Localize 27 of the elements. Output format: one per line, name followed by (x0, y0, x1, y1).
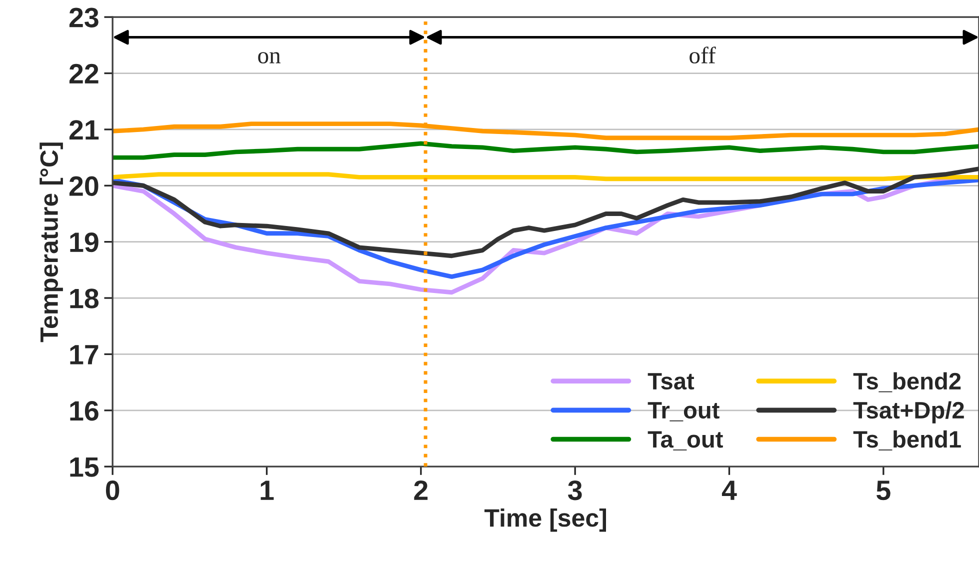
x-tick-label: 1 (260, 480, 274, 500)
x-tick-label: 3 (568, 480, 582, 500)
y-tick-label: 16 (70, 401, 98, 421)
x-axis-title: Time [sec] (484, 508, 606, 532)
line-series (112, 141, 979, 160)
legend-label: Tsat (648, 373, 694, 390)
legend-label: Ta_out (648, 431, 723, 450)
legend-label: Tsat+Dp/2 (853, 401, 964, 424)
annotation: off (690, 46, 716, 64)
y-tick-label: 23 (69, 8, 98, 28)
y-tick-label: 17 (70, 345, 98, 364)
line-series (112, 166, 979, 258)
y-tick-label: 18 (70, 288, 99, 308)
y-tick-label: 20 (69, 176, 98, 196)
x-tick-label: 5 (876, 480, 890, 500)
annotation: on (258, 52, 281, 64)
legend-label: Ts_bend2 (853, 372, 961, 392)
y-tick-label: 22 (69, 64, 98, 84)
y-tick-label: 15 (70, 458, 99, 477)
legend-label: Ts_bend1 (853, 430, 961, 450)
y-tick-label: 19 (70, 232, 98, 252)
x-tick-label: 0 (106, 480, 120, 500)
x-tick-label: 2 (414, 480, 428, 500)
y-axis-title: Temperature [°C] (40, 142, 63, 342)
x-tick-label: 4 (722, 480, 737, 500)
legend-label: Tr_out (648, 402, 720, 422)
y-tick-label: 21 (69, 120, 99, 140)
